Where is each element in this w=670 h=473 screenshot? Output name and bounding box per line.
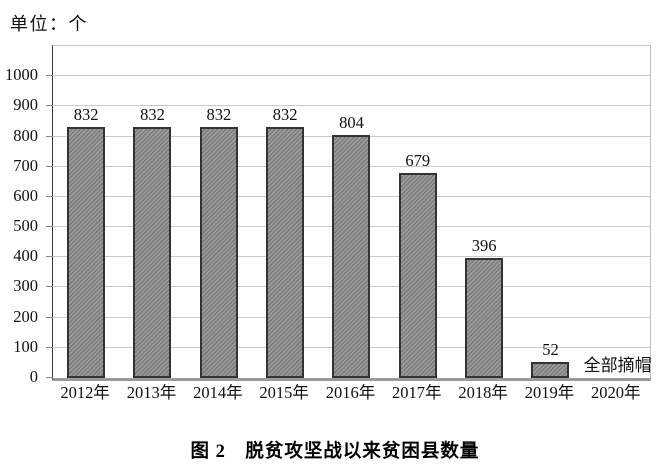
bars-layer: 832 832 832 832 804 679 396 52 全部摘帽 [53, 46, 652, 378]
bar-slot-2020年: 全部摘帽 [583, 46, 652, 378]
bar-slot-2014年: 832 [186, 46, 252, 378]
x-axis-label-2019年: 2019年 [524, 383, 575, 402]
y-axis-tick-label: 900 [13, 95, 38, 115]
bar-slot-2015年: 832 [252, 46, 318, 378]
y-axis-tick [46, 256, 53, 258]
bar-value-label: 679 [405, 151, 431, 171]
y-axis-tick [46, 346, 53, 348]
bar-slot-2019年: 52 [517, 46, 583, 378]
y-axis-tick-label: 600 [13, 185, 38, 205]
y-axis-tick-label: 1000 [5, 65, 38, 85]
plot-area: 832 832 832 832 804 679 396 52 全部摘帽 [46, 45, 652, 381]
bar-slot-2018年: 396 [451, 46, 517, 378]
bar-value-label: 52 [542, 340, 559, 360]
x-axis-label-2018年: 2018年 [458, 383, 508, 402]
x-axis-label-2017年: 2017年 [392, 383, 442, 402]
x-axis-label-2015年: 2015年 [259, 383, 309, 402]
x-axis-labels: 2012年 2013年 2014年 2015年 2016年 2017年 2018年 2019年… [52, 382, 649, 404]
bar-2015年 [266, 126, 305, 378]
y-axis-tick [46, 135, 53, 137]
bar-value-label: 832 [206, 104, 232, 124]
y-axis-tick [46, 195, 53, 197]
y-axis-tick-label: 800 [13, 125, 38, 145]
y-axis-tick-label: 0 [29, 367, 38, 386]
gridline [53, 75, 650, 77]
y-axis-tick [46, 165, 53, 167]
bar-2018年 [465, 258, 504, 378]
bar-2013年 [133, 126, 172, 378]
bar-slot-2013年: 832 [119, 46, 185, 378]
bar-value-label: 804 [339, 113, 364, 133]
y-axis-tick-label: 100 [13, 336, 38, 356]
figure-caption: 图 2 脱贫攻坚战以来贫困县数量 [190, 442, 480, 462]
y-axis-tick [46, 226, 53, 228]
x-axis-label-2014年: 2014年 [193, 383, 243, 402]
gridline [53, 105, 650, 107]
y-axis-labels: 0 100 200 300 400 500 600 700 800 900 1000 [0, 45, 45, 384]
bar-slot-2016年: 804 [318, 46, 384, 378]
y-axis-tick [46, 286, 53, 288]
bar-value-label: 832 [140, 104, 165, 124]
y-axis-tick-label: 700 [13, 155, 38, 175]
y-axis-tick-label: 300 [13, 276, 38, 296]
y-axis-tick-label: 400 [13, 246, 38, 266]
bar-2017年 [398, 173, 437, 378]
x-axis-label-2013年: 2013年 [126, 383, 177, 402]
bar-value-label: 832 [272, 104, 298, 124]
y-axis-tick [46, 75, 53, 77]
bar-value-label: 832 [73, 104, 99, 124]
y-axis-tick-label: 500 [13, 216, 38, 236]
bar-2012年 [67, 126, 106, 378]
y-axis-tick [46, 377, 53, 378]
bar-2019年 [531, 362, 570, 378]
x-axis-label-2020年: 2020年 [591, 383, 641, 402]
x-axis-label-2012年: 2012年 [60, 383, 110, 402]
y-axis-tick-label: 200 [13, 306, 38, 326]
unit-label: 单位：个 [10, 14, 88, 34]
bar-2014年 [199, 126, 238, 378]
bar-2016年 [332, 135, 371, 378]
bar-value-label: 396 [471, 236, 497, 256]
y-axis-tick [46, 105, 53, 107]
bar-slot-2017年: 679 [385, 46, 451, 378]
y-axis-tick [46, 316, 53, 318]
bar-slot-2012年: 832 [53, 46, 119, 378]
x-axis-label-2016年: 2016年 [325, 383, 376, 402]
annotation-label: 全部摘帽 [583, 356, 652, 375]
